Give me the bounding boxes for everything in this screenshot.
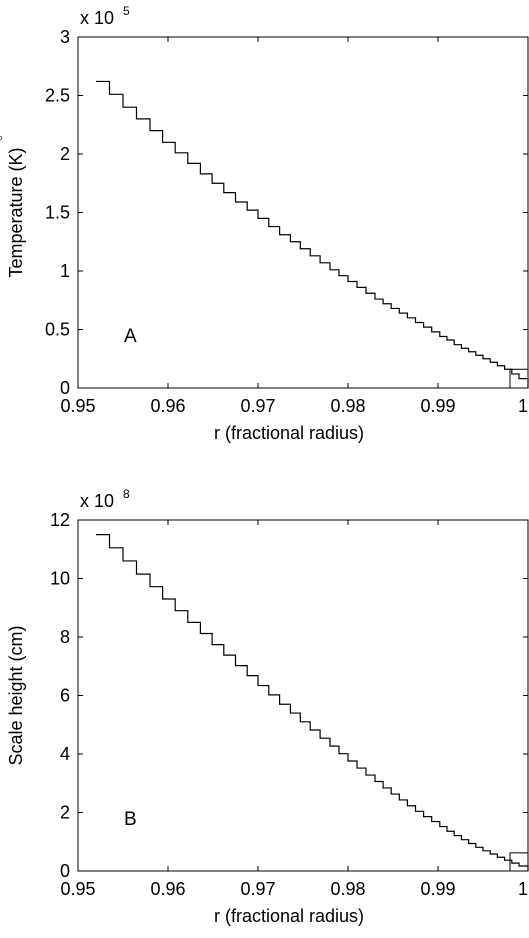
x-tick-label: 0.97: [240, 879, 275, 899]
y-axis-label: Temperature (K): [6, 147, 26, 277]
inset-box: [509, 852, 529, 872]
series-staircase-line: [96, 534, 529, 871]
x-axis-label: r (fractional radius): [214, 906, 364, 926]
x-tick-label: 0.95: [60, 396, 95, 416]
plot-frame: [77, 519, 529, 872]
x-axis-label: r (fractional radius): [214, 423, 364, 443]
axis-multiplier-exponent: 5: [123, 4, 130, 18]
x-tick-label: 1: [518, 396, 528, 416]
x-tick-label: 0.99: [420, 396, 455, 416]
axis-multiplier: x 10: [80, 8, 114, 28]
series-staircase-line: [96, 80, 529, 388]
y-tick-label: 2: [60, 803, 70, 823]
y-tick-label: 1.5: [45, 203, 70, 223]
x-tick-label: 0.96: [150, 396, 185, 416]
axis-multiplier: x 10: [80, 491, 114, 511]
x-tick-label: 1: [518, 879, 528, 899]
x-tick-label: 0.98: [330, 396, 365, 416]
y-tick-label: 0: [60, 861, 70, 881]
y-tick-label: 6: [60, 686, 70, 706]
y-tick-label: 4: [60, 744, 70, 764]
y-tick-label: 2: [60, 144, 70, 164]
y-axis-label: Scale height (cm): [6, 625, 26, 765]
chart-panel-a: 0.95 0.96 0.97 0.98 0.99 1 0 0.5 1 1.5 2 2.5 3 x 10 5 r…: [0, 4, 529, 443]
y-tick-label: 0.5: [45, 320, 70, 340]
inset-box: [509, 368, 529, 389]
x-tick-label: 0.98: [330, 879, 365, 899]
degree-mark: °: [0, 136, 10, 141]
y-tick-label: 1: [60, 261, 70, 281]
y-tick-label: 0: [60, 378, 70, 398]
y-tick-label: 2.5: [45, 86, 70, 106]
plot-frame: [77, 36, 529, 389]
panel-label: A: [124, 326, 137, 347]
y-tick-label: 3: [60, 27, 70, 47]
y-tick-label: 8: [60, 627, 70, 647]
y-tick-label: 10: [50, 569, 70, 589]
x-tick-label: 0.96: [150, 879, 185, 899]
panel-label: B: [124, 809, 137, 830]
x-tick-label: 0.99: [420, 879, 455, 899]
x-tick-label: 0.97: [240, 396, 275, 416]
y-tick-label: 12: [50, 510, 70, 530]
x-tick-label: 0.95: [60, 879, 95, 899]
axis-multiplier-exponent: 8: [123, 487, 130, 501]
